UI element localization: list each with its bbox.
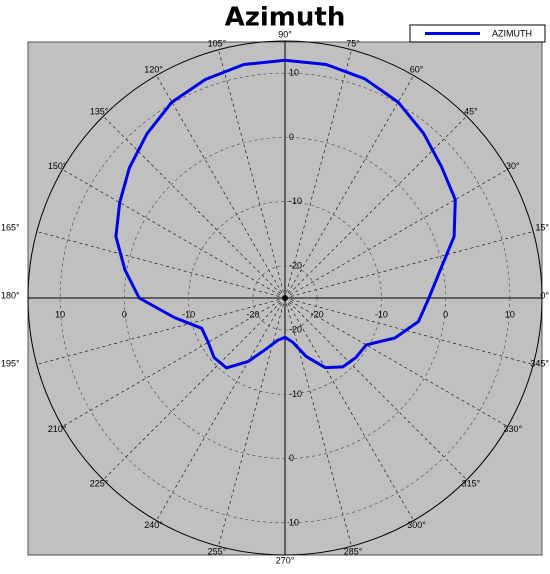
angle-label: 300° <box>407 520 426 530</box>
r-tick-label: 0 <box>289 453 294 463</box>
r-tick-label: -10 <box>375 309 388 319</box>
grid-spoke <box>284 169 508 299</box>
grid-spoke <box>103 116 286 299</box>
angle-label: 15° <box>535 222 549 232</box>
grid-ring <box>59 72 511 524</box>
r-tick-label: -10 <box>289 389 302 399</box>
pattern-line <box>114 58 457 370</box>
grid-spoke <box>284 297 467 480</box>
angle-label: 210° <box>48 424 67 434</box>
grid-spoke <box>36 231 286 299</box>
angle-label: 285° <box>344 546 363 556</box>
grid-spoke <box>284 297 352 547</box>
angle-label: 0° <box>540 290 549 300</box>
r-tick-label: 0 <box>443 309 448 319</box>
angle-label: 165° <box>1 222 20 232</box>
angle-label: 195° <box>1 358 20 368</box>
angle-label: 255° <box>208 546 227 556</box>
grid-spoke <box>36 297 286 365</box>
grid-spoke <box>284 297 508 427</box>
grid-spoke <box>218 49 286 299</box>
grid-ring <box>252 265 318 331</box>
angle-label: 105° <box>208 38 227 48</box>
angle-label: 120° <box>144 65 163 75</box>
r-tick-label: -20 <box>246 309 259 319</box>
chart-title: Azimuth <box>225 3 346 33</box>
angle-label: 345° <box>530 358 549 368</box>
angle-label: 270° <box>276 555 295 565</box>
grid-spoke <box>62 169 286 299</box>
angle-label: 135° <box>90 106 109 116</box>
legend-label: AZIMUTH <box>492 28 532 38</box>
r-tick-label: -10 <box>182 309 195 319</box>
r-tick-label: 0 <box>122 309 127 319</box>
grid-ring <box>188 201 382 395</box>
angle-label: 225° <box>90 478 109 488</box>
grid-spoke <box>284 116 467 299</box>
angle-label: 75° <box>346 38 360 48</box>
r-tick-label: -20 <box>289 260 302 270</box>
angle-label: 60° <box>410 65 424 75</box>
angle-label: 150° <box>48 161 67 171</box>
r-tick-label: -20 <box>289 325 302 335</box>
outer-circle <box>27 40 543 556</box>
r-tick-label: 10 <box>289 68 299 78</box>
grid-spoke <box>218 297 286 547</box>
grid-spoke <box>156 297 286 521</box>
r-tick-label: 10 <box>505 309 515 319</box>
grid-spoke <box>156 75 286 299</box>
r-tick-label: 10 <box>289 517 299 527</box>
grid-spoke <box>62 297 286 427</box>
angle-label: 180° <box>1 290 20 300</box>
grid-spoke <box>284 297 534 365</box>
grid-spoke <box>284 49 352 299</box>
grid-spoke <box>284 75 414 299</box>
grid-spoke <box>284 231 534 299</box>
legend: AZIMUTH <box>409 24 546 43</box>
angle-label: 30° <box>506 161 520 171</box>
grid-ring <box>124 137 446 459</box>
grid-spoke <box>103 297 286 480</box>
r-tick-label: -10 <box>289 196 302 206</box>
angle-label: 45° <box>464 106 478 116</box>
r-tick-label: 10 <box>55 309 65 319</box>
angle-label: 90° <box>278 29 292 39</box>
angle-label: 315° <box>462 478 481 488</box>
angle-label: 240° <box>144 520 163 530</box>
r-tick-label: -20 <box>311 309 324 319</box>
grid-spoke <box>284 297 414 521</box>
r-tick-label: 0 <box>289 132 294 142</box>
angle-label: 330° <box>503 424 522 434</box>
